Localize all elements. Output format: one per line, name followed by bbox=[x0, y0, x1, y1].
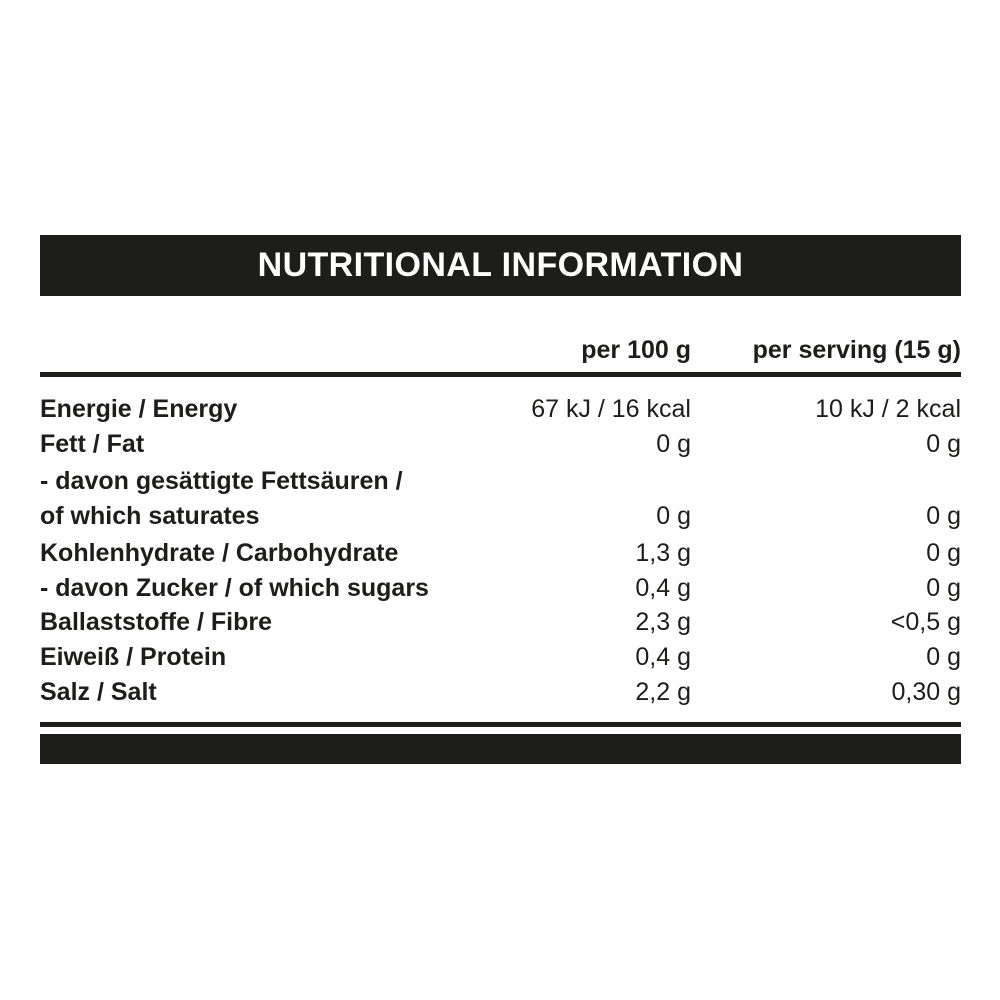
column-header-row: per 100 g per serving (15 g) bbox=[40, 336, 961, 364]
row-value-per-serving: 0 g bbox=[926, 429, 961, 458]
nutrition-label: NUTRITIONAL INFORMATION per 100 g per se… bbox=[40, 0, 961, 1000]
row-value-per-serving: 0 g bbox=[926, 573, 961, 602]
column-header-per-serving: per serving (15 g) bbox=[752, 336, 961, 364]
row-value-per-serving: 0 g bbox=[926, 538, 961, 567]
row-label: Kohlenhydrate / Carbohydrate bbox=[40, 538, 399, 567]
row-value-per-serving: <0,5 g bbox=[890, 608, 961, 637]
table-row-sugars: - davon Zucker / of which sugars 0,4 g 0… bbox=[40, 571, 961, 606]
row-label: - davon gesättigte Fettsäuren / of which… bbox=[40, 467, 403, 531]
header-divider-rule bbox=[40, 372, 961, 377]
table-row-protein: Eiweiß / Protein 0,4 g 0 g bbox=[40, 640, 961, 675]
row-value-per-100g: 2,3 g bbox=[635, 608, 691, 637]
table-row-salt: Salz / Salt 2,2 g 0,30 g bbox=[40, 675, 961, 710]
table-row-saturates: - davon gesättigte Fettsäuren / of which… bbox=[40, 464, 961, 533]
row-value-per-100g: 0,4 g bbox=[635, 573, 691, 602]
row-label: Salz / Salt bbox=[40, 677, 157, 706]
table-row-energy: Energie / Energy 67 kJ / 16 kcal 10 kJ /… bbox=[40, 392, 961, 427]
title-bar: NUTRITIONAL INFORMATION bbox=[40, 235, 961, 296]
row-value-per-100g: 67 kJ / 16 kcal bbox=[531, 395, 691, 423]
row-value-per-serving: 0 g bbox=[926, 502, 961, 531]
row-value-per-serving: 10 kJ / 2 kcal bbox=[815, 395, 961, 423]
footer-bar bbox=[40, 734, 961, 764]
row-value-per-100g: 2,2 g bbox=[635, 677, 691, 706]
page-title: NUTRITIONAL INFORMATION bbox=[257, 246, 744, 284]
table-row-carbohydrate: Kohlenhydrate / Carbohydrate 1,3 g 0 g bbox=[40, 536, 961, 571]
row-value-per-100g: 0 g bbox=[656, 429, 691, 458]
row-label: Energie / Energy bbox=[40, 395, 238, 423]
table-row-fibre: Ballaststoffe / Fibre 2,3 g <0,5 g bbox=[40, 605, 961, 640]
column-header-per-100g: per 100 g bbox=[581, 336, 691, 364]
row-value-per-100g: 0 g bbox=[656, 502, 691, 531]
row-value-per-100g: 1,3 g bbox=[635, 538, 691, 567]
row-value-per-serving: 0 g bbox=[926, 642, 961, 671]
row-label: Ballaststoffe / Fibre bbox=[40, 608, 272, 637]
row-label: Eiweiß / Protein bbox=[40, 642, 227, 671]
nutrition-table-body: Energie / Energy 67 kJ / 16 kcal 10 kJ /… bbox=[40, 378, 961, 709]
row-value-per-100g: 0,4 g bbox=[635, 642, 691, 671]
row-label: Fett / Fat bbox=[40, 429, 145, 458]
table-row-fat: Fett / Fat 0 g 0 g bbox=[40, 427, 961, 462]
row-label: - davon Zucker / of which sugars bbox=[40, 573, 429, 602]
footer-divider-rule bbox=[40, 722, 961, 727]
row-value-per-serving: 0,30 g bbox=[891, 677, 961, 706]
